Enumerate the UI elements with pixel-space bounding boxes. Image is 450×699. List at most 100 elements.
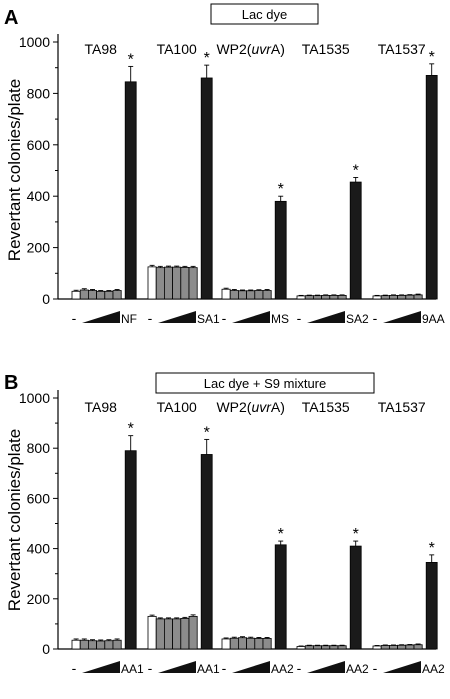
dose-bar	[397, 295, 407, 300]
negative-control-bar	[296, 295, 306, 300]
dose-bar	[188, 615, 198, 650]
chart-title: Lac dye	[242, 7, 288, 22]
strain-group: TA98 * - NF	[71, 41, 137, 326]
negative-control-label: -	[297, 660, 302, 676]
y-tick-label: 1000	[19, 390, 50, 406]
chart-panel-A: A Lac dye 0 200 400 600 800 1000 Revertant colon…	[4, 3, 445, 326]
strain-group: TA1535 * - AA2	[296, 399, 369, 676]
positive-control-bar	[425, 562, 438, 650]
dose-bar	[312, 645, 322, 650]
dose-bar	[237, 290, 247, 300]
significance-marker: *	[353, 162, 359, 179]
significance-marker: *	[204, 50, 210, 67]
dose-bar	[397, 644, 407, 650]
title-box	[210, 3, 319, 25]
dose-bar	[262, 290, 272, 300]
y-tick-label: 0	[42, 641, 50, 657]
y-tick-label: 800	[27, 440, 51, 456]
negative-control-bar	[296, 646, 306, 650]
strain-label: TA1537	[378, 41, 426, 57]
dose-bar	[337, 645, 347, 650]
dose-bar	[172, 618, 182, 650]
y-tick-label: 200	[27, 240, 51, 256]
dose-bar	[79, 289, 89, 300]
dose-ramp	[82, 661, 120, 673]
positive-control-bar	[124, 81, 137, 300]
dose-bar	[96, 640, 106, 650]
significance-marker: *	[128, 51, 134, 68]
dose-bar	[237, 637, 247, 650]
dose-bar	[321, 295, 331, 300]
positive-control-label: MS	[271, 312, 289, 326]
strain-group: TA1535 * - SA2	[296, 41, 369, 326]
panel-label: A	[4, 7, 18, 29]
dose-bar	[104, 640, 114, 650]
strain-group: TA1537 * - 9AA	[372, 41, 445, 326]
dose-bar	[304, 645, 314, 650]
dose-ramp	[307, 311, 345, 323]
y-tick-label: 400	[27, 188, 51, 204]
dose-bar	[88, 290, 98, 300]
strain-label: TA1535	[302, 399, 350, 415]
dose-ramp	[82, 311, 120, 323]
positive-control-label: NF	[121, 312, 137, 326]
positive-control-bar	[200, 454, 213, 650]
strain-label: WP2(uvrA)	[216, 41, 284, 57]
significance-marker: *	[204, 424, 210, 441]
positive-control-bar	[349, 545, 362, 650]
dose-ramp	[158, 661, 196, 673]
dose-bar	[112, 639, 122, 650]
y-tick-label: 0	[42, 291, 50, 307]
dose-bar	[172, 266, 182, 300]
dose-bar	[329, 295, 339, 300]
negative-control-bar	[372, 645, 382, 650]
positive-control-label: AA1	[197, 662, 220, 676]
negative-control-bar	[71, 639, 81, 650]
positive-control-bar	[274, 200, 287, 300]
positive-control-label: AA1	[121, 662, 144, 676]
significance-marker: *	[429, 540, 435, 557]
dose-bar	[180, 266, 190, 300]
significance-marker: *	[429, 49, 435, 66]
strain-label: TA100	[157, 399, 197, 415]
y-tick-label: 800	[27, 85, 51, 101]
strain-group: WP2(uvrA) * - MS	[216, 41, 289, 326]
negative-control-label: -	[72, 310, 77, 326]
positive-control-bar	[274, 544, 287, 650]
negative-control-bar	[221, 638, 231, 650]
negative-control-bar	[221, 288, 231, 300]
dose-bar	[312, 295, 322, 300]
significance-marker: *	[128, 421, 134, 438]
dose-bar	[254, 638, 264, 650]
title-box	[155, 372, 375, 394]
strain-group: WP2(uvrA) * - AA2	[216, 399, 294, 676]
negative-control-bar	[147, 266, 157, 300]
y-tick-label: 600	[27, 137, 51, 153]
dose-bar	[88, 640, 98, 650]
positive-control-bar	[425, 75, 438, 300]
chart-panel-B: B Lac dye + S9 mixture 0 200 400 600 800 1000 Re…	[4, 372, 445, 676]
y-tick-label: 400	[27, 541, 51, 557]
negative-control-label: -	[148, 660, 153, 676]
positive-control-bar	[124, 450, 137, 650]
dose-bar	[329, 645, 339, 650]
negative-control-label: -	[373, 660, 378, 676]
y-axis-label: Revertant colonies/plate	[5, 79, 24, 261]
significance-marker: *	[353, 526, 359, 543]
dose-bar	[79, 639, 89, 650]
dose-bar	[304, 295, 314, 300]
dose-bar	[380, 295, 390, 300]
negative-control-bar	[71, 290, 81, 300]
strain-label: TA98	[84, 41, 117, 57]
positive-control-label: SA2	[346, 312, 369, 326]
significance-marker: *	[278, 181, 284, 198]
dose-bar	[246, 290, 256, 300]
y-tick-label: 600	[27, 490, 51, 506]
panel-label: B	[4, 372, 18, 394]
dose-bar	[380, 645, 390, 650]
dose-bar	[188, 267, 198, 300]
positive-control-bar	[349, 181, 362, 300]
positive-control-label: 9AA	[422, 312, 445, 326]
negative-control-label: -	[148, 310, 153, 326]
dose-bar	[96, 290, 106, 300]
